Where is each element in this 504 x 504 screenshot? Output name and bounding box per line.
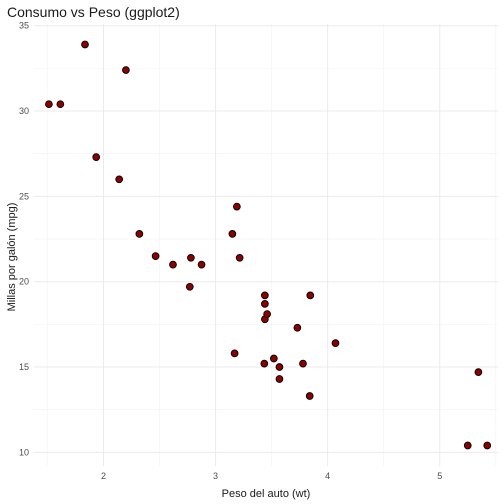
data-point xyxy=(269,354,278,363)
data-point xyxy=(275,375,284,383)
data-point xyxy=(92,153,101,161)
data-point xyxy=(135,230,144,238)
data-point xyxy=(122,66,130,74)
grid-layer xyxy=(34,24,498,466)
y-tick-label: 15 xyxy=(19,362,29,372)
data-point xyxy=(45,100,53,109)
data-point xyxy=(235,253,244,262)
data-point xyxy=(305,392,314,400)
data-point xyxy=(306,291,315,300)
data-point xyxy=(331,339,340,347)
data-point xyxy=(299,359,307,368)
data-point xyxy=(463,441,472,450)
data-point xyxy=(263,310,271,318)
tick-label-layer: 2 3 4 5 10 15 20 25 30 35 xyxy=(19,21,442,481)
y-tick-label: 35 xyxy=(19,21,29,31)
data-point xyxy=(260,359,269,368)
y-tick-label: 10 xyxy=(19,447,29,457)
data-point xyxy=(185,282,194,291)
data-point xyxy=(233,202,241,211)
data-point xyxy=(115,175,124,184)
data-point xyxy=(261,300,269,308)
data-point xyxy=(56,100,65,109)
data-point xyxy=(169,260,177,269)
data-point xyxy=(230,349,239,358)
data-point xyxy=(151,252,160,260)
data-point xyxy=(81,40,89,49)
y-tick-label: 30 xyxy=(19,106,29,116)
x-axis-title: Peso del auto (wt) xyxy=(222,488,311,500)
data-point xyxy=(261,291,269,300)
data-point xyxy=(275,363,284,371)
x-tick-label: 2 xyxy=(101,471,106,481)
y-tick-label: 20 xyxy=(19,277,29,287)
x-tick-label: 5 xyxy=(437,471,442,481)
data-point xyxy=(228,230,237,238)
x-tick-label: 4 xyxy=(325,471,330,481)
data-point xyxy=(483,441,492,450)
chart-title: Consumo vs Peso (ggplot2) xyxy=(7,4,180,20)
y-tick-label: 25 xyxy=(19,191,29,201)
x-tick-label: 3 xyxy=(213,471,218,481)
data-point xyxy=(187,253,195,262)
data-point xyxy=(293,323,302,332)
data-point xyxy=(197,260,206,269)
data-point xyxy=(474,368,483,376)
data-point-layer xyxy=(45,40,492,450)
y-axis-title: Millas por galón (mpg) xyxy=(6,203,18,312)
